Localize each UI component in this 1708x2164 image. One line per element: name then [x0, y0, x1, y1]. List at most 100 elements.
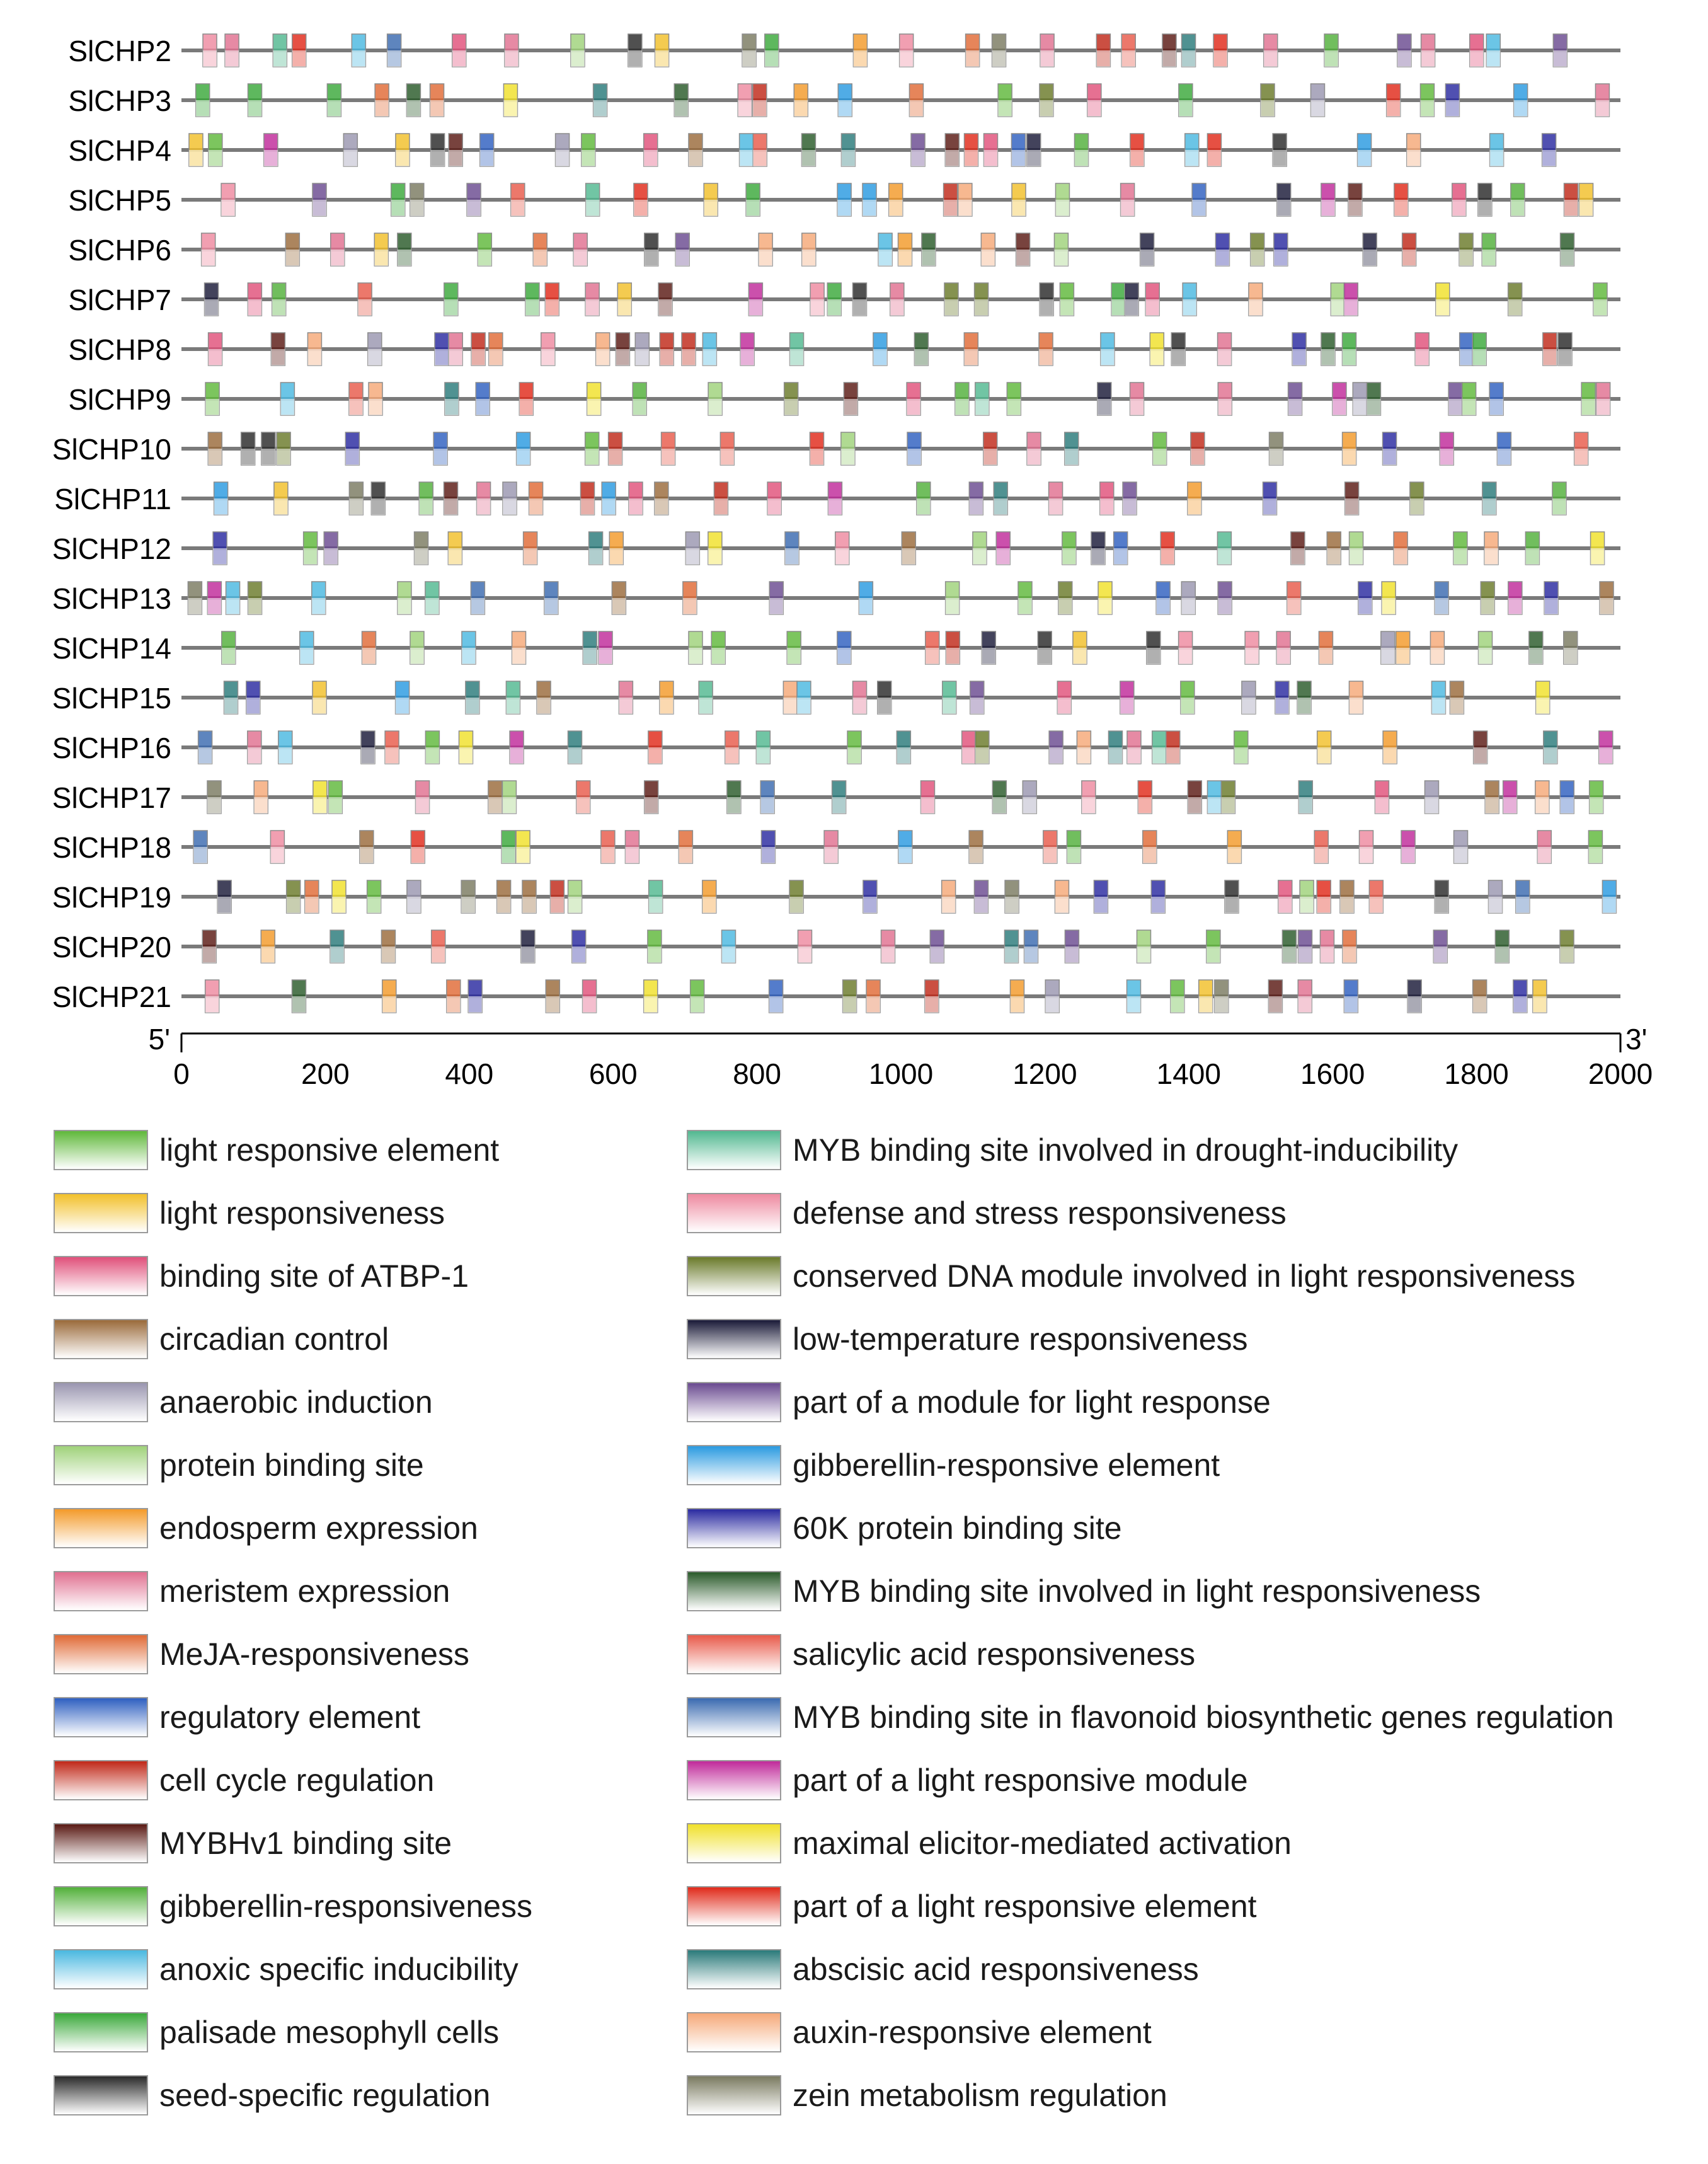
motif-box-shade	[784, 548, 799, 565]
motif-box-shade	[1581, 399, 1596, 415]
motif-box-shade	[1214, 996, 1229, 1013]
motif-box-shade	[1273, 150, 1287, 166]
legend-item: gibberellin-responsive element	[687, 1443, 1220, 1487]
legend-item: auxin-responsive element	[687, 2010, 1152, 2054]
motif-box-shade	[348, 399, 363, 415]
motif-box-shade	[1190, 449, 1205, 465]
motif-box-shade	[835, 548, 849, 565]
motif-box-shade	[1016, 250, 1030, 266]
motif-box-shade	[406, 897, 421, 913]
motif-box-shade	[304, 897, 319, 913]
motif-box-shade	[533, 250, 547, 266]
motif-box-shade	[635, 349, 650, 365]
motif-box-shade	[725, 747, 739, 764]
gene-label: SlCHP20	[52, 931, 171, 964]
motif-box-shade	[1207, 150, 1222, 166]
motif-box-shade	[801, 150, 816, 166]
motif-box-shade	[1055, 897, 1069, 913]
legend-item: part of a light responsive element	[687, 1884, 1257, 1928]
motif-box-shade	[1558, 349, 1573, 365]
motif-box-shade	[711, 648, 726, 664]
motif-box-shade	[863, 897, 877, 913]
legend-item: gibberellin-responsiveness	[54, 1884, 532, 1928]
gene-label: SlCHP19	[52, 881, 171, 914]
motif-box-shade	[689, 648, 703, 664]
motif-box-shade	[241, 449, 255, 465]
motif-box-shade	[1595, 100, 1610, 117]
motif-box-shade	[1074, 150, 1089, 166]
legend-label: binding site of ATBP-1	[159, 1258, 469, 1294]
motif-box-shade	[674, 100, 689, 117]
motif-box-shade	[1382, 598, 1396, 614]
motif-box-shade	[203, 50, 217, 67]
motif-box-shade	[837, 648, 851, 664]
motif-box-shade	[921, 250, 936, 266]
motif-box-shade	[600, 847, 615, 863]
motif-box-shade	[1435, 598, 1449, 614]
motif-box-shade	[523, 548, 537, 565]
motif-box-shade	[787, 648, 801, 664]
motif-box-shade	[1310, 100, 1325, 117]
legend-item: abscisic acid responsiveness	[687, 1947, 1199, 1991]
motif-box-shade	[943, 200, 958, 216]
motif-box-shade	[739, 150, 754, 166]
motif-box-shade	[1217, 548, 1232, 565]
motif-box-shade	[1040, 299, 1054, 316]
motif-box-shade	[1342, 349, 1356, 365]
motif-box-shade	[633, 200, 648, 216]
motif-box-shade	[1401, 847, 1416, 863]
gene-row: SlCHP10	[52, 432, 1620, 466]
gene-row: SlCHP5	[68, 183, 1620, 217]
motif-box-shade	[798, 947, 812, 963]
motif-box-shade	[1589, 797, 1603, 814]
legend-swatch	[687, 1697, 781, 1737]
gene-row: SlCHP21	[52, 979, 1620, 1013]
axis-tick-label: 2000	[1588, 1057, 1653, 1090]
motif-box-shade	[502, 498, 517, 515]
motif-box-shade	[221, 648, 236, 664]
motif-box-shade	[756, 747, 771, 764]
motif-box-shade	[1004, 947, 1019, 963]
motif-box-shade	[504, 50, 519, 67]
motif-box-shade	[1319, 648, 1333, 664]
legend-label: light responsiveness	[159, 1195, 445, 1231]
gene-row: SlCHP2	[68, 33, 1620, 67]
motif-box-shade	[690, 996, 704, 1013]
motif-box-shade	[1012, 200, 1026, 216]
motif-box-shade	[1473, 747, 1487, 764]
motif-box-shade	[753, 150, 767, 166]
legend-label: defense and stress responsiveness	[793, 1195, 1287, 1231]
motif-box-shade	[969, 498, 983, 515]
motif-box-shade	[208, 449, 222, 465]
motif-box-shade	[205, 996, 219, 1013]
motif-box-shade	[520, 947, 535, 963]
motif-box-shade	[974, 299, 989, 316]
motif-box-shade	[449, 349, 463, 365]
motif-box-shade	[345, 449, 360, 465]
motif-box-shade	[371, 498, 386, 515]
gene-label: SlCHP4	[68, 134, 171, 167]
legend-label: part of a light responsive element	[793, 1889, 1257, 1924]
motif-box-shade	[1137, 947, 1151, 963]
motif-box-shade	[644, 797, 658, 814]
motif-box-shade	[1367, 399, 1381, 415]
motif-box-shade	[1151, 897, 1166, 913]
motif-box-shade	[838, 100, 852, 117]
motif-box-shade	[1269, 449, 1283, 465]
motif-box-shade	[585, 299, 600, 316]
motif-box-shade	[516, 847, 530, 863]
motif-box-shade	[580, 498, 595, 515]
legend-label: protein binding site	[159, 1447, 424, 1483]
axis-tick-label: 200	[301, 1057, 350, 1090]
motif-box-shade	[992, 797, 1007, 814]
motif-box-shade	[1450, 698, 1464, 714]
motif-box-shade	[1478, 648, 1493, 664]
motif-box-shade	[1108, 747, 1123, 764]
motif-box-shade	[1048, 498, 1063, 515]
motif-box-shade	[1472, 349, 1487, 365]
motif-box-shade	[324, 548, 338, 565]
motif-box-shade	[1574, 449, 1588, 465]
motif-box-shade	[1248, 299, 1263, 316]
motif-box-shade	[411, 847, 425, 863]
motif-box-shade	[1005, 897, 1019, 913]
